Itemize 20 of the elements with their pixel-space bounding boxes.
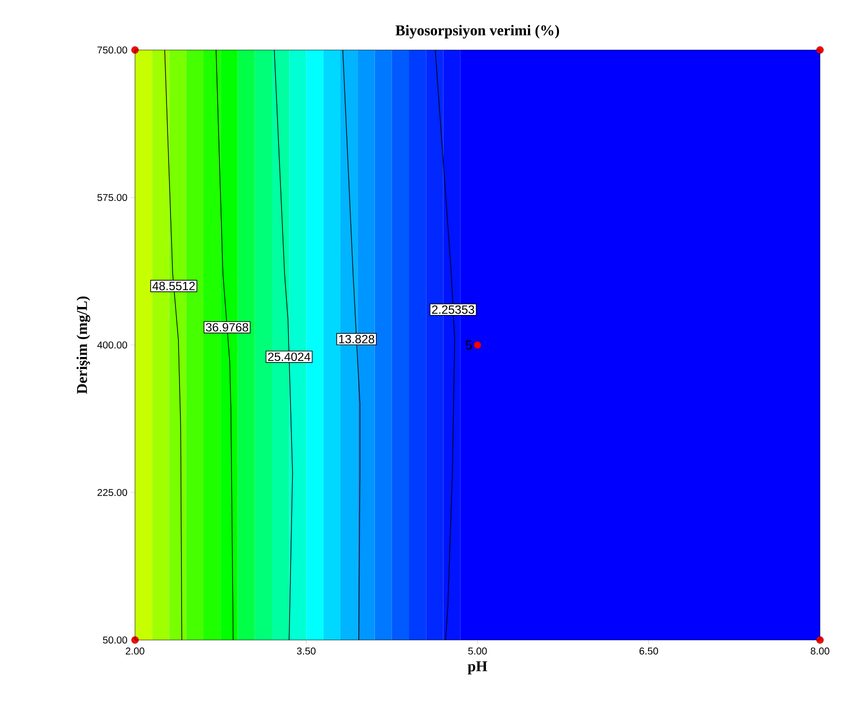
series-label: 25.4024 bbox=[268, 352, 310, 362]
point bbox=[474, 341, 482, 349]
y-tick-label: 225.00 bbox=[98, 488, 128, 496]
y-tick-label: 750.00 bbox=[98, 46, 128, 54]
y-tick-label: 50.00 bbox=[102, 636, 128, 644]
chart-title: Biyosorpsiyon verimi (%) bbox=[396, 24, 560, 38]
y-tick-label: 400.00 bbox=[97, 341, 128, 349]
x-tick-label: 6.50 bbox=[640, 648, 658, 655]
y-axis-title: Derişim (mg/L) bbox=[76, 296, 90, 394]
annotation: 5 bbox=[466, 340, 472, 350]
x-tick-label: 5.00 bbox=[468, 648, 487, 655]
x-tick-label: 8.00 bbox=[810, 648, 830, 655]
x-axis-title: pH bbox=[468, 661, 488, 674]
series-label: 48.5512 bbox=[152, 282, 195, 290]
series-label: 13.828 bbox=[339, 334, 374, 344]
x-tick-label: 3.50 bbox=[296, 648, 316, 655]
x-tick-label: 2.00 bbox=[126, 648, 144, 655]
series-label: 36.9768 bbox=[206, 323, 248, 332]
series-label: 2.25353 bbox=[432, 305, 474, 314]
y-tick-label: 575.00 bbox=[97, 194, 128, 202]
